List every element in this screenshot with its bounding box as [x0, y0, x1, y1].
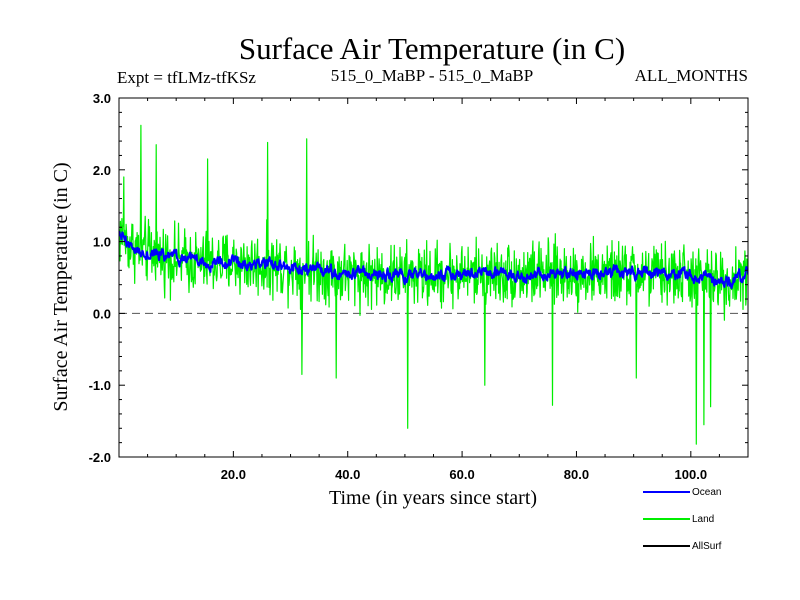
series-line-ocean [119, 230, 748, 290]
y-tick-label: 2.0 [93, 163, 111, 178]
legend-label-ocean: Ocean [692, 487, 721, 498]
series-line-land [119, 124, 748, 445]
months-label: ALL_MONTHS [635, 66, 748, 85]
y-tick-label: 1.0 [93, 235, 111, 250]
legend-label-land: Land [692, 514, 714, 525]
legend: Ocean Land AllSurf [643, 487, 722, 552]
ticks-layer: 20.0 40.0 60.0 80.0 100.0 -2.0 -1.0 0.0 1.0 2.0 3.… [89, 91, 748, 482]
x-tick-label: 40.0 [335, 467, 360, 482]
y-axis-label: Surface Air Temperature (in C) [50, 162, 72, 411]
chart-title: Surface Air Temperature (in C) [239, 31, 625, 66]
y-tick-label: -1.0 [89, 378, 111, 393]
x-tick-label: 80.0 [564, 467, 589, 482]
period-label: 515_0_MaBP - 515_0_MaBP [331, 66, 533, 85]
x-tick-label: 60.0 [449, 467, 474, 482]
x-tick-label: 100.0 [675, 467, 708, 482]
y-tick-label: 3.0 [93, 91, 111, 106]
y-tick-label: -2.0 [89, 450, 111, 465]
experiment-label: Expt = tfLMz-tfKSz [117, 68, 256, 87]
legend-label-allsurf: AllSurf [692, 541, 722, 552]
x-axis-label: Time (in years since start) [329, 487, 537, 509]
y-tick-label: 0.0 [93, 306, 111, 321]
series-layer [119, 124, 748, 445]
x-tick-label: 20.0 [221, 467, 246, 482]
